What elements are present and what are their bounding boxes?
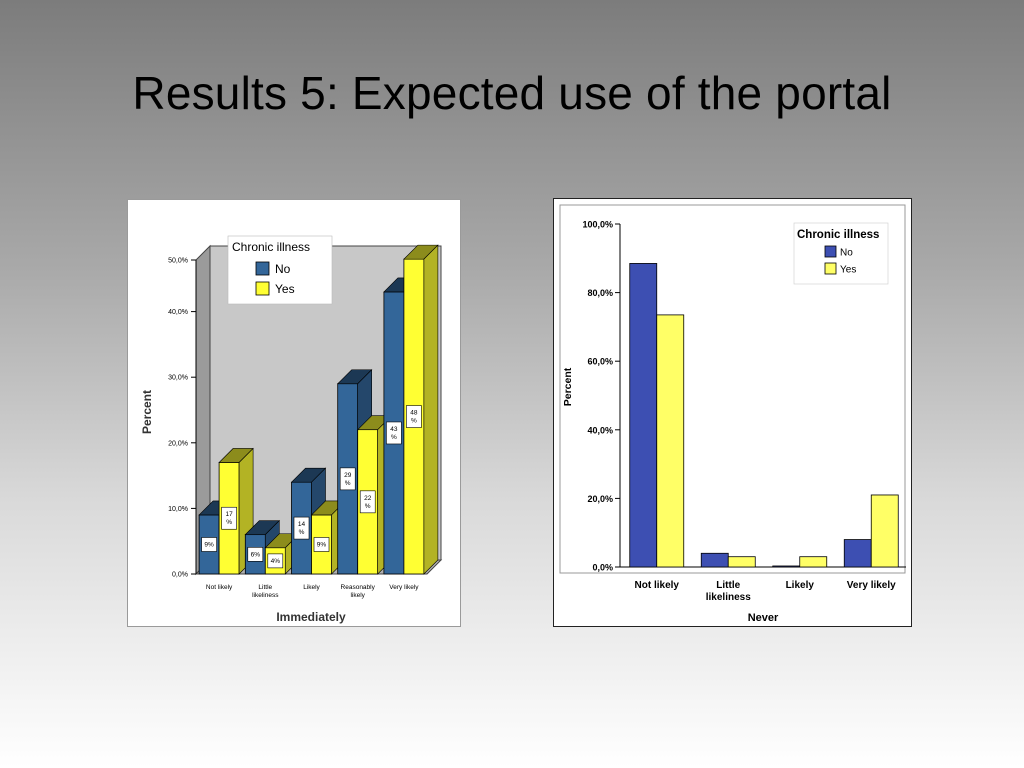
bar-no: [843, 539, 872, 568]
data-label-box: [339, 467, 356, 491]
data-label: %: [411, 418, 417, 425]
x-tick-label: Very likely: [847, 580, 896, 591]
x-tick-label: Very likely: [389, 584, 419, 591]
legend-title: Chronic illness: [797, 229, 879, 241]
y-tick-label: 100,0%: [582, 220, 613, 230]
legend-box: [227, 235, 333, 305]
bar-no: [772, 565, 801, 568]
legend-swatch-no: [824, 245, 837, 258]
y-tick-label: 10,0%: [168, 506, 188, 513]
y-tick-label: 20,0%: [587, 494, 613, 504]
data-label-box: [221, 506, 237, 530]
legend: Chronic illness No Yes: [793, 222, 889, 285]
bar-yes: [727, 556, 756, 568]
chart-immediately-svg: 0,0% 10,0% 20,0% 30,0% 40,0% 50,0% Percent 9% 17…: [140, 235, 443, 624]
bar-yes: [656, 314, 685, 568]
chart-never-svg: 0,0% 20,0% 40,0% 60,0% 80,0% 100,0% Percent Not…: [559, 204, 906, 624]
data-label-box: [359, 490, 376, 514]
bar-yes: [799, 556, 828, 568]
x-axis-title: Immediately: [276, 610, 346, 624]
data-label: 17: [225, 511, 233, 518]
y-tick-label: 80,0%: [587, 288, 613, 298]
data-label: 29: [344, 472, 352, 479]
y-tick-label: 0,0%: [592, 563, 613, 573]
x-tick-label: likely: [350, 592, 365, 599]
legend-box: [793, 222, 889, 285]
x-tick-label: Reasonably: [341, 584, 376, 591]
x-tick-label: Little: [258, 584, 272, 591]
x-tick-label: Little: [716, 580, 740, 591]
y-axis-title: Percent: [140, 390, 154, 434]
y-tick-label: 50,0%: [168, 258, 188, 265]
data-label: 22: [364, 495, 372, 502]
y-tick-label: 40,0%: [587, 425, 613, 435]
x-tick-label: likeliness: [252, 592, 279, 599]
bar-no: [629, 263, 658, 568]
legend-label-no: No: [840, 248, 853, 259]
y-tick-label: 30,0%: [168, 375, 188, 382]
legend-label-yes: Yes: [275, 282, 295, 296]
data-label-box: [406, 405, 422, 428]
y-tick-label: 60,0%: [587, 357, 613, 367]
legend-label-yes: Yes: [840, 265, 856, 276]
y-tick-label: 20,0%: [168, 440, 188, 447]
data-label-box: [313, 537, 330, 552]
chart-never: 0,0% 20,0% 40,0% 60,0% 80,0% 100,0% Percent Not…: [553, 198, 912, 627]
legend-swatch-yes: [824, 262, 837, 275]
y-tick-label: 0,0%: [172, 572, 188, 579]
chart-immediately: 0,0% 10,0% 20,0% 30,0% 40,0% 50,0% Percent 9% 17…: [127, 199, 461, 627]
data-label: 9%: [204, 541, 214, 548]
data-label-box: [201, 537, 217, 552]
data-label-box: [267, 553, 284, 569]
legend: Chronic illness No Yes: [227, 235, 333, 305]
legend-label-no: No: [275, 262, 291, 276]
data-label: 4%: [271, 558, 281, 565]
data-label: %: [391, 434, 397, 441]
data-label: 14: [298, 521, 306, 528]
x-tick-label: Not likely: [206, 584, 233, 591]
bar-side: [423, 244, 439, 575]
plot-frame: [559, 204, 906, 574]
legend-swatch-no: [255, 261, 270, 276]
x-tick-label: Likely: [303, 584, 320, 591]
y-axis-title: Percent: [562, 367, 574, 406]
x-axis-title: Never: [748, 612, 779, 624]
slide-title: Results 5: Expected use of the portal: [132, 67, 892, 119]
bar-no: [700, 552, 729, 568]
legend-swatch-yes: [255, 281, 270, 296]
data-label: 43: [390, 426, 398, 433]
data-label: %: [365, 503, 371, 510]
data-label: 6%: [251, 551, 261, 558]
data-label: 9%: [317, 541, 327, 548]
data-label-box: [247, 547, 264, 562]
bar-yes: [870, 494, 899, 568]
x-tick-label: likeliness: [706, 592, 751, 603]
y-tick-label: 40,0%: [168, 309, 188, 316]
data-label: %: [299, 529, 305, 536]
data-label: %: [226, 519, 232, 526]
data-label: 48: [410, 410, 418, 417]
x-tick-label: Likely: [786, 580, 815, 591]
data-label: %: [345, 480, 351, 487]
x-tick-label: Not likely: [635, 580, 680, 591]
data-label-box: [293, 516, 310, 540]
legend-title: Chronic illness: [232, 240, 310, 254]
data-label-box: [386, 421, 402, 445]
